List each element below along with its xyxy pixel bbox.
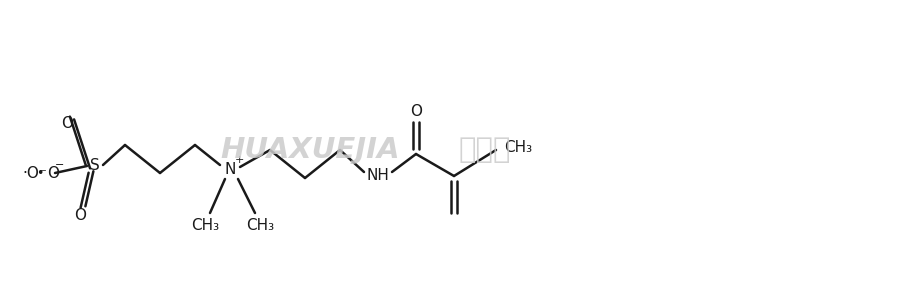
Text: N: N	[224, 162, 236, 178]
Text: 化学加: 化学加	[458, 136, 511, 164]
Text: −: −	[56, 160, 65, 170]
Text: NH: NH	[367, 168, 389, 184]
Text: O: O	[74, 208, 86, 222]
Text: S: S	[90, 158, 100, 172]
Text: •: •	[36, 167, 43, 179]
Text: HUAXUEJIA: HUAXUEJIA	[221, 136, 400, 164]
Text: ·O⁻: ·O⁻	[22, 165, 48, 181]
Text: O: O	[61, 115, 73, 131]
Text: +: +	[234, 155, 244, 165]
Text: O: O	[410, 105, 422, 119]
Text: CH₃: CH₃	[191, 218, 219, 232]
Text: O: O	[47, 165, 59, 181]
Text: CH₃: CH₃	[246, 218, 274, 232]
Text: CH₃: CH₃	[504, 141, 532, 155]
